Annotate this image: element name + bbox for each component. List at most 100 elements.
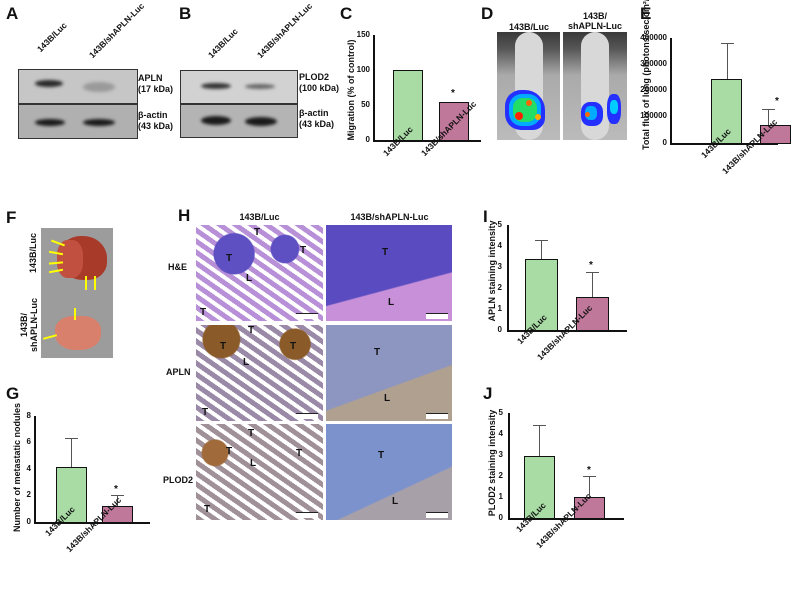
panel-label-d: D — [481, 4, 494, 23]
y-tick-label: 3 — [498, 450, 503, 459]
tumor-marker: T — [382, 247, 389, 258]
error-bar-cap — [586, 272, 599, 273]
tumor-marker: T — [204, 504, 211, 515]
scale-bar — [426, 413, 448, 419]
lung-marker: L — [392, 496, 399, 507]
significance-marker: * — [451, 88, 455, 99]
bar-control — [524, 456, 555, 519]
histology-he-control: T T T L T — [196, 225, 323, 321]
histology-plod2-control: T T T L T — [196, 424, 323, 520]
x-axis — [34, 522, 150, 524]
y-tick-label: 150 — [356, 30, 370, 39]
lung-marker: L — [243, 357, 250, 368]
bar-knockdown — [576, 297, 609, 331]
western-blot-actin-a — [18, 104, 138, 139]
y-tick-label: 0 — [365, 135, 370, 144]
histology-apln-control: T T T L T — [196, 325, 323, 421]
tumor-marker: T — [248, 428, 255, 439]
error-bar-cap — [535, 240, 548, 241]
western-blot-actin-b — [180, 104, 298, 138]
error-bar — [589, 476, 590, 498]
y-tick-label: 5 — [497, 220, 502, 229]
error-bar-cap — [533, 425, 546, 426]
histology-he-knockdown: T L — [326, 225, 452, 321]
scale-bar — [296, 313, 318, 319]
significance-marker: * — [775, 96, 779, 107]
bioluminescence-image-control — [497, 32, 560, 140]
row-label: 143B/Luc — [28, 232, 38, 274]
panel-label-h: H — [178, 206, 191, 225]
lung-marker: L — [388, 297, 395, 308]
protein-size: (100 kDa) — [299, 83, 340, 93]
lung-photo — [41, 228, 113, 358]
panel-label-f: F — [6, 208, 17, 227]
tumor-marker: T — [300, 245, 307, 256]
blot-label-apln: APLN (17 kDa) — [138, 73, 173, 95]
panel-label-c: C — [340, 4, 353, 23]
scale-bar — [426, 512, 448, 518]
x-axis — [507, 330, 627, 332]
y-tick-label: 5 — [498, 408, 503, 417]
error-bar-cap — [111, 495, 124, 496]
y-axis — [670, 38, 672, 144]
y-tick-label: 3 — [497, 262, 502, 271]
error-bar — [592, 272, 593, 298]
row-label: APLN — [166, 367, 191, 377]
y-tick-label: 300000 — [640, 59, 667, 68]
y-tick-label: 0 — [498, 513, 503, 522]
y-tick-label: 6 — [26, 437, 31, 446]
protein-name: β-actin — [299, 108, 329, 118]
y-tick-label: 0 — [662, 138, 667, 147]
bar-control — [56, 467, 87, 523]
error-bar-cap — [721, 43, 734, 44]
bar-knockdown — [102, 506, 133, 523]
histology-plod2-knockdown: T L — [326, 424, 452, 520]
protein-size: (43 kDa) — [299, 119, 335, 129]
panel-label-j: J — [483, 384, 493, 403]
lung-marker: L — [250, 458, 257, 469]
error-bar — [768, 109, 769, 126]
x-axis — [508, 518, 624, 520]
tumor-marker: T — [296, 448, 303, 459]
y-tick-label: 0 — [26, 517, 31, 526]
y-axis — [34, 416, 36, 523]
error-bar — [541, 240, 542, 260]
blot-label-actin: β-actin (43 kDa) — [138, 110, 173, 132]
bar-control — [711, 79, 742, 144]
error-bar-cap — [583, 476, 596, 477]
row-label: PLOD2 — [163, 475, 194, 485]
significance-marker: * — [114, 484, 118, 495]
tumor-marker: T — [248, 325, 255, 336]
tumor-marker: T — [374, 347, 381, 358]
protein-name: β-actin — [138, 110, 168, 120]
column-header: 143B/shAPLN-Luc — [350, 212, 429, 222]
y-tick-label: 2 — [497, 283, 502, 292]
significance-marker: * — [589, 260, 593, 271]
y-tick-label: 50 — [361, 100, 370, 109]
protein-size: (43 kDa) — [138, 121, 174, 131]
western-blot-apln — [18, 69, 138, 104]
bar-knockdown — [760, 125, 791, 144]
y-tick-label: 1 — [498, 492, 503, 501]
protein-name: APLN — [138, 73, 163, 83]
scale-bar — [296, 413, 318, 419]
y-tick-label: 100 — [356, 65, 370, 74]
lane-label: 143B/shAPLN-Luc — [86, 0, 147, 60]
y-axis-label: PLOD2 staining intensity — [487, 409, 497, 517]
bioluminescence-image-knockdown — [563, 32, 627, 140]
y-tick-label: 8 — [26, 411, 31, 420]
bar-knockdown — [574, 497, 605, 519]
bar-knockdown — [439, 102, 469, 141]
scale-bar — [426, 313, 448, 319]
panel-label-g: G — [6, 384, 20, 403]
y-tick-label: 400000 — [640, 33, 667, 42]
tumor-marker: T — [202, 407, 209, 418]
error-bar-cap — [65, 438, 78, 439]
lane-label: 143B/Luc — [34, 20, 69, 54]
protein-size: (17 kDa) — [138, 84, 174, 94]
panel-label-i: I — [483, 207, 488, 226]
tumor-marker: T — [200, 307, 207, 318]
tumor-marker: T — [220, 341, 227, 352]
error-bar — [539, 425, 540, 457]
y-axis — [507, 225, 509, 331]
